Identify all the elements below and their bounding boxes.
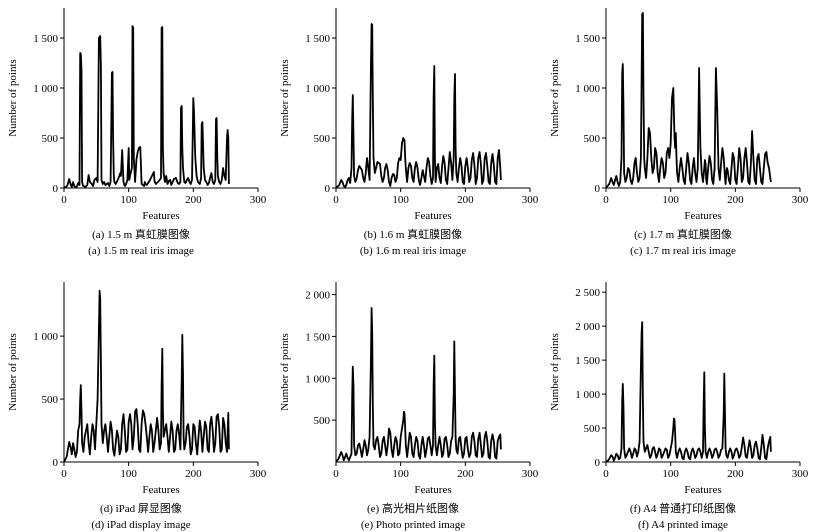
y-tick-label: 2 000 bbox=[305, 290, 330, 302]
chart-panel-f: 0 100 200 300 0 500 1 000 1 500 2 000 2 500 Featur… bbox=[549, 282, 809, 531]
series-line bbox=[335, 307, 502, 463]
x-tick-label: 0 bbox=[333, 468, 339, 480]
y-tick-label: 0 bbox=[595, 183, 601, 195]
x-tick-label: 0 bbox=[333, 194, 339, 206]
y-tick-label: 500 bbox=[584, 423, 601, 435]
y-tick-label: 500 bbox=[584, 133, 601, 145]
caption-cn: (e) 高光相片纸图像 bbox=[367, 501, 459, 515]
y-tick-label: 1 500 bbox=[33, 33, 58, 45]
x-tick-label: 300 bbox=[522, 468, 539, 480]
caption-cn: (b) 1.6 m 真虹膜图像 bbox=[364, 227, 462, 241]
x-axis-label: Features bbox=[684, 210, 721, 222]
y-axis-label: Number of points bbox=[7, 59, 19, 137]
y-tick-label: 0 bbox=[595, 457, 601, 469]
y-tick-label: 500 bbox=[42, 394, 59, 406]
x-axis-label: Features bbox=[684, 484, 721, 496]
y-tick-label: 1 000 bbox=[33, 83, 58, 95]
caption-en: (f) A4 printed image bbox=[638, 519, 728, 531]
chart-panel-e: 0 100 200 300 500 1 000 1 500 2 000 Features Numb… bbox=[279, 282, 539, 531]
y-axis-label: Number of points bbox=[549, 333, 561, 411]
x-tick-label: 200 bbox=[185, 468, 202, 480]
y-tick-label: 500 bbox=[314, 415, 331, 427]
x-tick-label: 200 bbox=[727, 194, 744, 206]
x-axis-label: Features bbox=[414, 210, 451, 222]
chart-panel-c: 0 100 200 300 0 500 1 000 1 500 Features Number o… bbox=[549, 8, 809, 257]
series-line bbox=[605, 321, 772, 463]
y-axis-label: Number of points bbox=[549, 59, 561, 137]
y-axis-label: Number of points bbox=[7, 333, 19, 411]
y-axis-label: Number of points bbox=[279, 333, 291, 411]
x-tick-label: 300 bbox=[792, 468, 809, 480]
x-tick-label: 200 bbox=[457, 194, 474, 206]
chart-panel-b: 0 100 200 300 0 500 1 000 1 500 Features Number o… bbox=[279, 8, 539, 257]
x-tick-label: 100 bbox=[662, 194, 679, 206]
caption-cn: (f) A4 普通打印纸图像 bbox=[630, 501, 736, 515]
x-tick-label: 200 bbox=[727, 468, 744, 480]
y-tick-label: 2 000 bbox=[575, 321, 600, 333]
x-tick-label: 0 bbox=[603, 194, 609, 206]
caption-en: (e) Photo printed image bbox=[361, 519, 465, 531]
y-tick-label: 1 500 bbox=[575, 355, 600, 367]
y-tick-label: 0 bbox=[53, 183, 59, 195]
x-tick-label: 100 bbox=[120, 194, 137, 206]
y-axis-label: Number of points bbox=[279, 59, 291, 137]
y-tick-label: 0 bbox=[325, 183, 331, 195]
series-line bbox=[605, 12, 772, 189]
x-tick-label: 0 bbox=[603, 468, 609, 480]
caption-en: (c) 1.7 m real iris image bbox=[630, 245, 736, 257]
chart-panel-d: 0 100 200 300 0 500 1 000 Features Number of poi… bbox=[7, 282, 267, 531]
chart-panel-a: 0 100 200 300 0 500 1 000 1 500 Features Number o… bbox=[7, 8, 267, 257]
y-tick-label: 1 500 bbox=[305, 331, 330, 343]
x-tick-label: 200 bbox=[185, 194, 202, 206]
y-tick-label: 1 000 bbox=[33, 331, 58, 343]
caption-cn: (c) 1.7 m 真虹膜图像 bbox=[634, 227, 732, 241]
x-tick-label: 300 bbox=[522, 194, 539, 206]
x-tick-label: 100 bbox=[662, 468, 679, 480]
x-axis-label: Features bbox=[142, 484, 179, 496]
x-tick-label: 0 bbox=[61, 468, 67, 480]
series-line bbox=[335, 23, 502, 189]
y-tick-label: 1 000 bbox=[305, 373, 330, 385]
caption-en: (a) 1.5 m real iris image bbox=[88, 245, 194, 257]
series-line bbox=[63, 25, 230, 189]
caption-cn: (a) 1.5 m 真虹膜图像 bbox=[92, 227, 190, 241]
caption-cn: (d) iPad 屏显图像 bbox=[100, 502, 182, 515]
x-axis-label: Features bbox=[414, 484, 451, 496]
y-tick-label: 1 500 bbox=[305, 33, 330, 45]
series-line bbox=[63, 289, 230, 463]
x-tick-label: 100 bbox=[120, 468, 137, 480]
caption-en: (b) 1.6 m real iris image bbox=[360, 245, 466, 257]
x-tick-label: 300 bbox=[250, 194, 267, 206]
y-tick-label: 500 bbox=[314, 133, 331, 145]
y-tick-label: 1 000 bbox=[575, 389, 600, 401]
x-axis-label: Features bbox=[142, 210, 179, 222]
x-tick-label: 0 bbox=[61, 194, 67, 206]
caption-en: (d) iPad display image bbox=[91, 519, 190, 531]
y-tick-label: 2 500 bbox=[575, 287, 600, 299]
y-tick-label: 1 000 bbox=[575, 83, 600, 95]
y-tick-label: 1 000 bbox=[305, 83, 330, 95]
y-tick-label: 1 500 bbox=[575, 33, 600, 45]
x-tick-label: 200 bbox=[457, 468, 474, 480]
x-tick-label: 100 bbox=[392, 468, 409, 480]
y-tick-label: 0 bbox=[53, 457, 59, 469]
x-tick-label: 300 bbox=[792, 194, 809, 206]
y-tick-label: 500 bbox=[42, 133, 59, 145]
x-tick-label: 100 bbox=[392, 194, 409, 206]
x-tick-label: 300 bbox=[250, 468, 267, 480]
